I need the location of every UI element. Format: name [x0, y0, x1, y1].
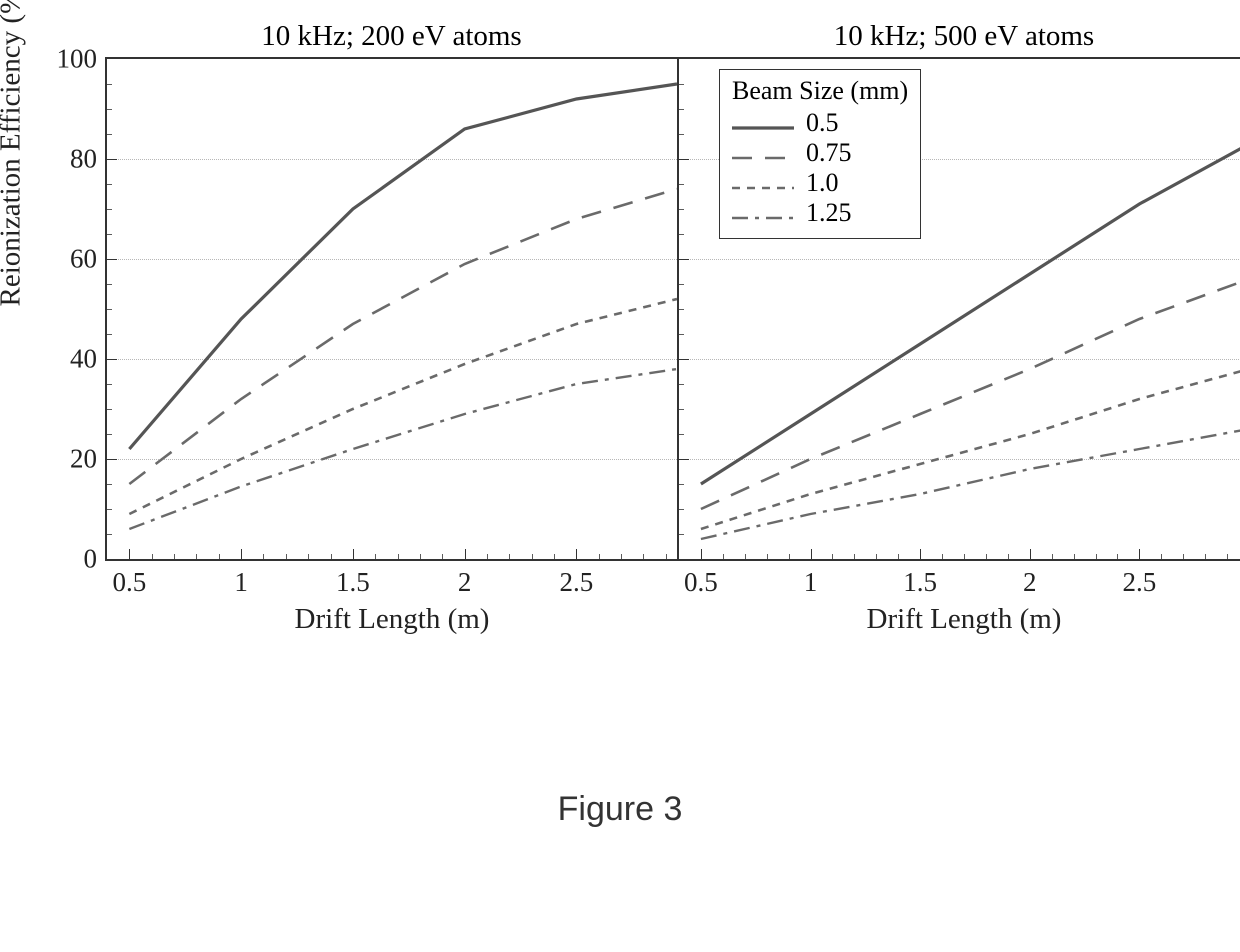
legend-label: 1.0 [806, 168, 839, 198]
ytick-label: 60 [70, 244, 97, 275]
xtick-label: 2.5 [1123, 567, 1157, 598]
legend-item: 0.75 [732, 138, 908, 168]
panel: 10 kHz; 500 eV atoms 0.511.522.53Drift Le… [678, 20, 1240, 561]
chart-svg [107, 59, 677, 559]
legend-label: 0.75 [806, 138, 852, 168]
xtick-label: 1 [804, 567, 818, 598]
xtick-label: 2.5 [560, 567, 594, 598]
y-axis-label: Reionization Efficiency (%) [0, 0, 28, 307]
xtick-label: 2 [1023, 567, 1037, 598]
series-line [701, 429, 1240, 539]
ytick-label: 0 [84, 544, 98, 575]
panels-row: 10 kHz; 200 eV atoms 0204060801000.511.52… [45, 20, 1240, 561]
series-line [129, 84, 677, 449]
ytick-label: 80 [70, 144, 97, 175]
legend-item: 1.0 [732, 168, 908, 198]
legend-swatch [732, 114, 794, 132]
x-axis-label: Drift Length (m) [295, 603, 490, 636]
xtick-label: 0.5 [112, 567, 146, 598]
xtick-label: 0.5 [684, 567, 718, 598]
series-line [129, 369, 677, 529]
legend-item: 1.25 [732, 198, 908, 228]
xtick-label: 1 [234, 567, 248, 598]
ytick-label: 20 [70, 444, 97, 475]
panel: 10 kHz; 200 eV atoms 0204060801000.511.52… [105, 20, 678, 561]
ytick-label: 40 [70, 344, 97, 375]
panel-title: 10 kHz; 200 eV atoms [105, 20, 678, 53]
legend: Beam Size (mm)0.50.751.01.25 [719, 69, 921, 239]
legend-swatch [732, 144, 794, 162]
figure-caption: Figure 3 [558, 790, 683, 829]
series-line [701, 369, 1240, 529]
xtick-label: 2 [458, 567, 472, 598]
series-line [129, 299, 677, 514]
legend-swatch [732, 174, 794, 192]
series-line [129, 189, 677, 484]
legend-label: 1.25 [806, 198, 852, 228]
panel-title: 10 kHz; 500 eV atoms [678, 20, 1240, 53]
xtick-label: 1.5 [903, 567, 937, 598]
legend-label: 0.5 [806, 108, 839, 138]
figure-container: Reionization Efficiency (%) 10 kHz; 200 … [0, 0, 1240, 952]
ytick-label: 100 [57, 44, 98, 75]
plot-area: 0.511.522.53Drift Length (m)Beam Size (m… [678, 57, 1240, 561]
plot-area: 0204060801000.511.522.5Drift Length (m) [105, 57, 678, 561]
x-axis-label: Drift Length (m) [867, 603, 1062, 636]
legend-item: 0.5 [732, 108, 908, 138]
xtick-label: 1.5 [336, 567, 370, 598]
legend-title: Beam Size (mm) [732, 76, 908, 106]
legend-swatch [732, 204, 794, 222]
